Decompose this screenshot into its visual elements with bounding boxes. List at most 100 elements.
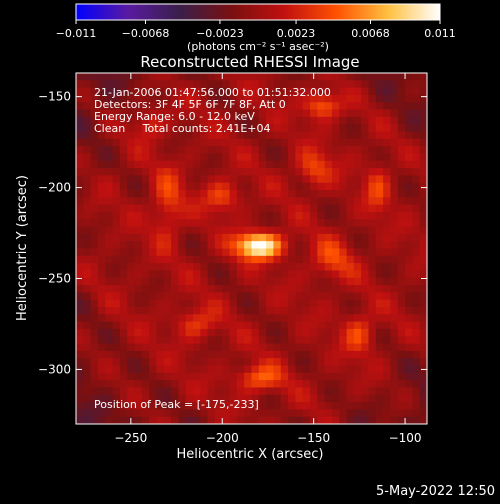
heatmap-cell [193,109,201,118]
heatmap-cell [251,124,260,133]
heatmap-cell [236,153,245,162]
heatmap-cell [346,343,355,352]
heatmap-cell [288,204,296,213]
heatmap-cell [317,116,326,125]
heatmap-cell [390,307,399,315]
heatmap-cell [288,343,296,352]
heatmap-cell [412,416,421,424]
heatmap-cell [178,131,187,140]
heatmap-cell [127,204,136,213]
heatmap-cell [353,102,362,111]
heatmap-cell [97,314,106,323]
heatmap-cell [149,328,158,337]
heatmap-cell [76,87,84,96]
heatmap-cell [244,328,253,337]
heatmap-cell [317,321,326,330]
heatmap-cell [214,197,223,206]
heatmap-cell [383,328,392,337]
heatmap-cell [331,197,340,206]
heatmap-cell [83,365,92,374]
heatmap-cell [90,307,99,315]
heatmap-cell [280,131,289,140]
heatmap-cell [90,138,99,147]
heatmap-cell [368,146,377,155]
heatmap-cell [397,233,406,242]
heatmap-cell [193,314,201,323]
heatmap-cell [200,372,209,381]
heatmap-cell [295,336,304,345]
heatmap-cell [200,321,209,330]
heatmap-cell [412,190,421,198]
heatmap-cell [310,336,318,345]
heatmap-cell [302,204,311,213]
heatmap-cell [251,182,260,191]
heatmap-cell [171,80,179,89]
heatmap-cell [383,80,392,89]
heatmap-cell [90,380,99,389]
heatmap-cell [368,299,377,308]
heatmap-cell [390,241,399,250]
heatmap-cell [156,292,165,301]
heatmap-cell [149,182,158,191]
heatmap-cell [141,124,150,133]
heatmap-cell [222,160,231,169]
heatmap-cell [83,175,92,184]
heatmap-cell [244,255,253,264]
heatmap-cell [214,87,223,96]
heatmap-cell [368,292,377,301]
heatmap-cell [163,350,172,359]
heatmap-cell [295,328,304,337]
heatmap-cell [171,255,179,264]
heatmap-cell [368,109,377,118]
heatmap-cell [97,219,106,228]
heatmap-cell [310,358,318,367]
heatmap-cell [331,277,340,286]
heatmap-cell [193,116,201,125]
heatmap-cell [149,270,158,279]
heatmap-cell [397,219,406,228]
heatmap-cell [331,248,340,257]
y-axis-label: Heliocentric Y (arcsec) [15,175,30,321]
heatmap-cell [171,270,179,279]
heatmap-cell [368,226,377,235]
heatmap-cell [119,365,128,374]
heatmap-cell [310,175,318,184]
heatmap-cell [397,94,406,103]
heatmap-cell [97,307,106,315]
heatmap-cell [156,190,165,198]
heatmap-cell [390,387,399,396]
heatmap-cell [127,350,136,359]
heatmap-cell [244,116,253,125]
heatmap-cell [375,116,384,125]
heatmap-cell [251,160,260,169]
heatmap-cell [156,124,165,133]
heatmap-cell [324,102,333,111]
heatmap-cell [390,365,399,374]
heatmap-cell [280,394,289,403]
heatmap-cell [134,190,143,198]
heatmap-cell [251,80,260,89]
heatmap-cell [200,380,209,389]
heatmap-cell [353,380,362,389]
heatmap-cell [178,321,187,330]
heatmap-cell [266,211,275,220]
heatmap-cell [200,87,209,96]
heatmap-cell [200,292,209,301]
heatmap-cell [419,409,427,418]
heatmap-cell [412,380,421,389]
heatmap-cell [419,182,427,191]
heatmap-cell [207,365,216,374]
heatmap-cell [339,292,348,301]
heatmap-cell [193,197,201,206]
heatmap-cell [171,175,179,184]
heatmap-cell [383,168,392,176]
heatmap-cell [127,124,136,133]
heatmap-cell [412,314,421,323]
heatmap-cell [134,211,143,220]
heatmap-cell [288,336,296,345]
heatmap-cell [273,248,282,257]
heatmap-cell [302,168,311,176]
heatmap-cell [156,211,165,220]
heatmap-cell [119,168,128,176]
heatmap-cell [200,73,209,81]
